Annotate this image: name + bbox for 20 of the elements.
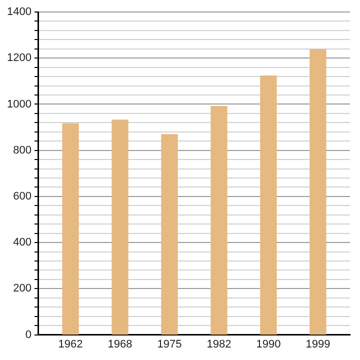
y-tick-label: 1000 [6, 98, 32, 110]
bar [62, 123, 79, 335]
y-tick-label: 1200 [6, 52, 32, 64]
y-tick-label: 400 [13, 236, 32, 249]
x-tick-label: 1982 [206, 338, 232, 350]
x-tick-label: 1990 [256, 338, 281, 350]
x-tick-label: 1999 [306, 338, 330, 350]
x-tick-label: 1962 [58, 338, 83, 350]
y-tick-label: 800 [13, 144, 32, 156]
x-tick-label: 1975 [157, 338, 182, 350]
bar [112, 120, 128, 335]
bar [161, 134, 178, 335]
y-tick-label: 0 [25, 328, 32, 341]
y-tick-label: 600 [13, 190, 32, 202]
bar [210, 106, 228, 335]
bar [260, 76, 277, 335]
y-tick-label: 200 [13, 282, 32, 295]
y-tick-label: 1400 [6, 6, 32, 18]
bar [310, 49, 326, 335]
x-tick-label: 1968 [108, 338, 132, 350]
